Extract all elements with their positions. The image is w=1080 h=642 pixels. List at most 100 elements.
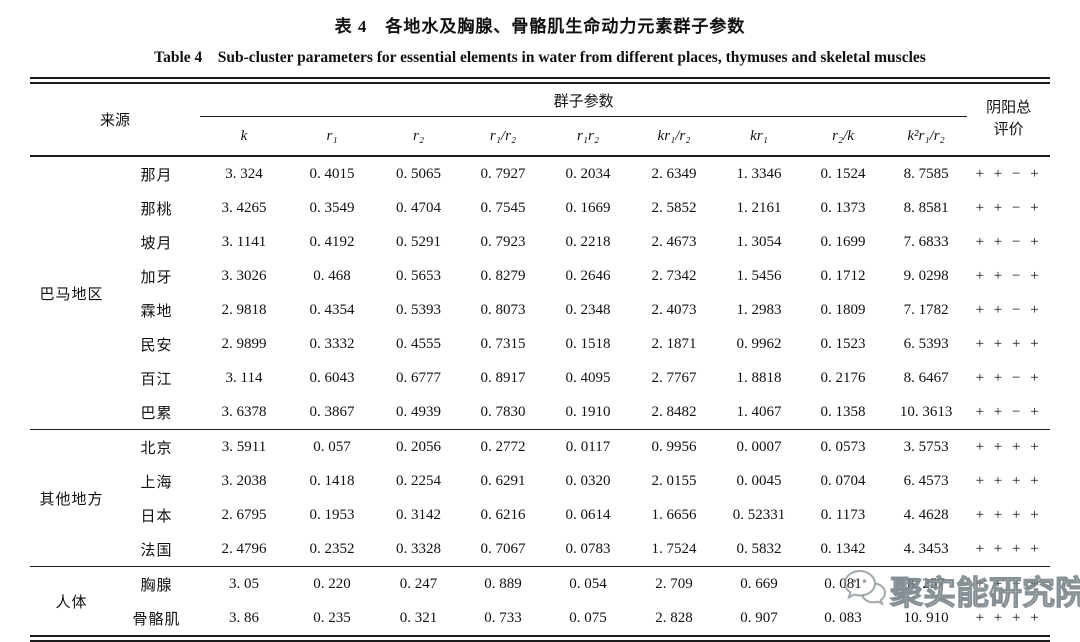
cell-value: 2. 6795 bbox=[221, 506, 267, 523]
cell-eval: + + + + bbox=[975, 506, 1042, 523]
place-label: 那月 bbox=[140, 167, 173, 184]
cell-value: 0. 669 bbox=[717, 566, 802, 601]
cell-value: 0. 1910 bbox=[565, 403, 611, 420]
cell-value: 0. 1173 bbox=[820, 506, 866, 523]
header-col-r1r2: r₁r₂ bbox=[576, 127, 600, 144]
cell-value: 0. 733 bbox=[484, 609, 522, 626]
cell-value: 0. 1373 bbox=[820, 199, 866, 216]
cell-value: 0. 468 bbox=[313, 267, 351, 284]
table-top-rule bbox=[30, 77, 1050, 84]
cell-value: 2. 4796 bbox=[221, 540, 267, 557]
cell-value: 9. 0298 bbox=[903, 267, 949, 284]
cell-value: 0. 8073 bbox=[480, 301, 526, 318]
cell-value: 0. 321 bbox=[399, 609, 438, 626]
table-bottom-rule bbox=[30, 635, 1050, 642]
header-col-r2: r₂ bbox=[412, 127, 425, 144]
table-row: 坡月 3. 1141 0. 4192 0. 5291 0. 7923 0. 22… bbox=[30, 225, 1050, 259]
cell-value: 2. 4673 bbox=[651, 233, 697, 250]
cell-eval: + + − + bbox=[975, 165, 1042, 182]
cell-value: 1. 8818 bbox=[736, 369, 782, 386]
cell-value: 2. 828 bbox=[655, 609, 693, 626]
cell-value: 0. 1524 bbox=[820, 165, 866, 182]
cell-eval: + + + + bbox=[975, 335, 1042, 352]
header-source: 来源 bbox=[100, 113, 131, 129]
place-label: 上海 bbox=[140, 474, 173, 491]
cell-value: 0. 9956 bbox=[631, 429, 718, 464]
place-label: 巴累 bbox=[140, 405, 173, 422]
cell-value: 1. 6656 bbox=[651, 506, 697, 523]
cell-value: 0. 7545 bbox=[480, 199, 526, 216]
cell-value: 1. 7524 bbox=[651, 540, 697, 557]
cell-value: 0. 2348 bbox=[565, 301, 611, 318]
cell-value: 2. 1871 bbox=[651, 335, 697, 352]
table-row: 巴累 3. 6378 0. 3867 0. 4939 0. 7830 0. 19… bbox=[30, 395, 1050, 430]
cell-value: 2. 5852 bbox=[651, 199, 697, 216]
cell-value: 0. 7067 bbox=[480, 540, 526, 557]
cell-value: 3. 2038 bbox=[221, 472, 267, 489]
cell-value: 2. 0155 bbox=[651, 472, 697, 489]
cell-value: 2. 9818 bbox=[221, 301, 267, 318]
cell-value: 0. 5653 bbox=[396, 267, 442, 284]
cell-value: 7. 1782 bbox=[903, 301, 949, 318]
cell-eval: + + + + bbox=[975, 472, 1042, 489]
cell-value: 0. 2772 bbox=[461, 429, 546, 464]
cell-value: 0. 3142 bbox=[396, 506, 442, 523]
cell-eval: + + + + bbox=[975, 540, 1042, 557]
place-label: 日本 bbox=[140, 508, 173, 525]
cell-eval: + + − + bbox=[975, 301, 1042, 318]
table-row: 日本 2. 6795 0. 1953 0. 3142 0. 6216 0. 06… bbox=[30, 498, 1050, 532]
table-row: 上海 3. 2038 0. 1418 0. 2254 0. 6291 0. 03… bbox=[30, 464, 1050, 498]
cell-value: 0. 083 bbox=[824, 609, 862, 626]
cell-value: 0. 0573 bbox=[801, 429, 886, 464]
header-eval: 阴阳总 评价 bbox=[967, 84, 1050, 156]
cell-value: 1. 2983 bbox=[736, 301, 782, 318]
cell-value: 0. 4192 bbox=[309, 233, 355, 250]
cell-value: 0. 3328 bbox=[396, 540, 442, 557]
header-params-group: 群子参数 bbox=[200, 84, 968, 117]
cell-value: 2. 7767 bbox=[651, 369, 697, 386]
cell-value: 0. 057 bbox=[288, 429, 377, 464]
cell-value: 3. 5753 bbox=[885, 429, 968, 464]
cell-value: 0. 3867 bbox=[309, 403, 355, 420]
parameters-table: 来源 群子参数 阴阳总 评价 k r₁ r₂ r₁/r₂ r₁r₂ kr₁/r₂… bbox=[30, 84, 1051, 635]
cell-value: 8. 8581 bbox=[903, 199, 949, 216]
cell-value: 0. 6291 bbox=[480, 472, 526, 489]
header-col-kr1: kr₁ bbox=[750, 127, 768, 144]
header-col-r2-over-k: r₂/k bbox=[832, 127, 854, 144]
cell-value: 0. 2176 bbox=[820, 369, 866, 386]
cell-value: 0. 3332 bbox=[309, 335, 355, 352]
cell-value: 0. 1358 bbox=[820, 403, 866, 420]
cell-value: 0. 0045 bbox=[736, 472, 782, 489]
cell-value: 0. 5291 bbox=[396, 233, 442, 250]
cell-value: 8. 7585 bbox=[903, 165, 949, 182]
cell-value: 3. 86 bbox=[229, 609, 260, 626]
place-label: 法国 bbox=[140, 542, 173, 559]
cell-value: 0. 52331 bbox=[732, 506, 786, 523]
cell-value: 0. 0704 bbox=[820, 472, 866, 489]
group-label-bama: 巴马地区 bbox=[39, 286, 104, 303]
cell-value: 0. 0783 bbox=[565, 540, 611, 557]
cell-value: 6. 5393 bbox=[903, 335, 949, 352]
header-eval-line1: 阴阳总 bbox=[986, 99, 1032, 116]
cell-value: 0. 1712 bbox=[820, 267, 866, 284]
cell-value: 3. 114 bbox=[225, 369, 263, 386]
cell-value: 2. 6349 bbox=[651, 165, 697, 182]
cell-value: 0. 4354 bbox=[309, 301, 355, 318]
table-row: 人体 胸腺 3. 05 0. 220 0. 247 0. 889 0. 054 … bbox=[30, 566, 1051, 635]
cell-value: 0. 2218 bbox=[565, 233, 611, 250]
cell-value: 0. 7830 bbox=[480, 403, 526, 420]
cell-value: 0. 2254 bbox=[396, 472, 442, 489]
cell-value: 1. 2161 bbox=[736, 199, 782, 216]
place-label: 加牙 bbox=[140, 269, 173, 286]
cell-value: 0. 1699 bbox=[820, 233, 866, 250]
place-label: 胸腺 bbox=[113, 566, 201, 601]
cell-value: 0. 6043 bbox=[309, 369, 355, 386]
cell-eval: + + − + bbox=[975, 369, 1042, 386]
cell-value: 3. 05 bbox=[200, 566, 289, 601]
cell-value: 1. 5456 bbox=[736, 267, 782, 284]
header-col-k: k bbox=[240, 127, 248, 144]
cell-value: 0. 2034 bbox=[565, 165, 611, 182]
table-row: 骨骼肌 3. 86 0. 235 0. 321 0. 733 0. 075 2.… bbox=[30, 601, 1050, 635]
cell-value: 0. 220 bbox=[288, 566, 377, 601]
cell-value: 2. 8482 bbox=[651, 403, 697, 420]
